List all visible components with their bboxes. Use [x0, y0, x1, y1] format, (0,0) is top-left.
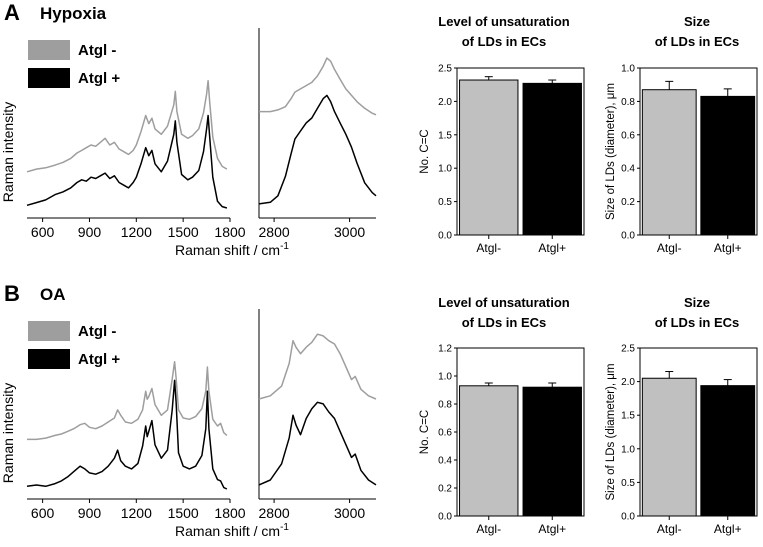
x-tick-label-fingerprint: 900	[78, 505, 102, 521]
x-tick-label-fingerprint: 900	[78, 224, 102, 240]
condition-title-B: OA	[40, 285, 66, 304]
x-tick-label-fingerprint: 600	[31, 505, 55, 521]
legend-swatch-atgl-minus	[28, 321, 70, 341]
bar-y-tick-label-unsaturation: 0.8	[438, 400, 452, 411]
x-tick-label-ch-region: 3000	[334, 224, 365, 240]
bar-title-unsaturation-line1: Level of unsaturation	[438, 295, 570, 310]
bar-y-tick-label-size: 0.6	[621, 130, 635, 141]
bar-category-label-unsaturation: Atgl-	[476, 522, 501, 536]
bar-title-unsaturation-line2: of LDs in ECs	[462, 34, 547, 49]
bar-ylabel-size: Size of LDs (diameter), μm	[605, 83, 617, 220]
bar-y-tick-label-unsaturation: 1.0	[438, 372, 452, 383]
bar-unsaturation-atgl-minus	[459, 79, 519, 236]
x-tick-label-fingerprint: 1800	[214, 505, 245, 521]
bar-ylabel-unsaturation: No. C=C	[419, 410, 431, 454]
bar-y-tick-label-size: 2.0	[621, 377, 635, 388]
x-tick-label-fingerprint: 1500	[168, 505, 199, 521]
bar-y-tick-label-size: 1.0	[621, 64, 635, 75]
legend-swatch-atgl-plus	[28, 68, 70, 88]
bar-category-label-unsaturation: Atgl-	[476, 241, 501, 255]
spectrum-fingerprint-atgl-minus	[26, 79, 228, 173]
bar-size-atgl-plus	[700, 95, 756, 236]
x-tick-label-fingerprint: 1200	[121, 224, 152, 240]
spectrum-ch-region-atgl-plus	[258, 94, 377, 205]
condition-title-A: Hypoxia	[40, 4, 107, 23]
xlabel-superscript: -1	[280, 522, 289, 533]
bar-y-tick-label-unsaturation: 0.0	[438, 512, 452, 523]
legend-label-atgl-plus: Atgl +	[78, 351, 120, 368]
xlabel-raman-shift: Raman shift / cm-1	[175, 241, 289, 258]
legend-label-atgl-minus: Atgl -	[78, 323, 116, 340]
panel-letter-B: B	[4, 281, 20, 306]
spectrum-ch-region-atgl-plus	[258, 401, 377, 486]
bar-y-tick-label-size: 0.0	[621, 231, 635, 242]
spectrum-fingerprint-atgl-plus	[26, 379, 228, 490]
spectrum-fingerprint-atgl-minus	[27, 360, 228, 441]
bar-y-tick-label-size: 1.5	[621, 411, 635, 422]
bar-size-atgl-minus	[641, 89, 697, 236]
bar-y-tick-label-size: 0.0	[621, 512, 635, 523]
bar-title-size-line1: Size	[684, 295, 710, 310]
bar-category-label-size: Atgl+	[714, 522, 742, 536]
bar-ylabel-size: Size of LDs (diameter), μm	[605, 364, 617, 501]
bar-y-tick-label-size: 0.5	[621, 478, 635, 489]
legend-swatch-atgl-minus	[28, 40, 70, 60]
x-tick-label-ch-region: 2800	[259, 505, 290, 521]
bar-frame-size	[639, 347, 758, 517]
spectrum-fingerprint-atgl-plus	[26, 114, 228, 209]
legend-swatch-atgl-plus	[28, 349, 70, 369]
bar-y-tick-label-size: 2.5	[621, 344, 635, 355]
x-tick-label-fingerprint: 600	[31, 224, 55, 240]
bar-size-atgl-plus	[700, 385, 756, 517]
bar-category-label-size: Atgl+	[714, 241, 742, 255]
legend-label-atgl-plus: Atgl +	[78, 70, 120, 87]
bar-y-tick-label-size: 0.4	[621, 164, 635, 175]
bar-frame-size	[639, 67, 758, 236]
bar-y-tick-label-unsaturation: 1.5	[438, 130, 452, 141]
bar-title-unsaturation-line2: of LDs in ECs	[462, 315, 547, 330]
bar-category-label-size: Atgl-	[657, 522, 682, 536]
bar-y-tick-label-size: 1.0	[621, 444, 635, 455]
bar-size-atgl-minus	[641, 377, 697, 517]
bar-ylabel-unsaturation: No. C=C	[419, 129, 431, 173]
spectrum-ch-region-atgl-minus	[259, 57, 377, 116]
bar-y-tick-label-unsaturation: 0.6	[438, 428, 452, 439]
panel-letter-A: A	[4, 0, 20, 25]
bar-unsaturation-atgl-plus	[522, 82, 582, 236]
ylabel-raman-intensity: Raman intensity	[0, 383, 16, 483]
x-tick-label-fingerprint: 1800	[214, 224, 245, 240]
bar-category-label-unsaturation: Atgl+	[538, 241, 566, 255]
bar-y-tick-label-size: 0.8	[621, 97, 635, 108]
bar-title-unsaturation-line1: Level of unsaturation	[438, 14, 570, 29]
xlabel-raman-shift: Raman shift / cm-1	[175, 522, 289, 539]
x-tick-label-ch-region: 2800	[259, 224, 290, 240]
bar-y-tick-label-unsaturation: 0.2	[438, 484, 452, 495]
x-tick-label-fingerprint: 1200	[121, 505, 152, 521]
bar-title-size-line2: of LDs in ECs	[655, 34, 740, 49]
x-tick-label-fingerprint: 1500	[168, 224, 199, 240]
xlabel-superscript: -1	[280, 241, 289, 252]
x-tick-label-ch-region: 3000	[334, 505, 365, 521]
bar-category-label-unsaturation: Atgl+	[538, 522, 566, 536]
bar-title-size-line2: of LDs in ECs	[655, 315, 740, 330]
bar-frame-unsaturation	[456, 67, 585, 236]
bar-y-tick-label-unsaturation: 2.5	[438, 64, 452, 75]
bar-title-size-line1: Size	[684, 14, 710, 29]
bar-y-tick-label-unsaturation: 0.5	[438, 197, 452, 208]
bar-y-tick-label-unsaturation: 0.0	[438, 231, 452, 242]
bar-y-tick-label-unsaturation: 1.0	[438, 164, 452, 175]
bar-category-label-size: Atgl-	[657, 241, 682, 255]
bar-y-tick-label-size: 0.2	[621, 197, 635, 208]
bar-y-tick-label-unsaturation: 2.0	[438, 97, 452, 108]
bar-y-tick-label-unsaturation: 0.4	[438, 456, 452, 467]
bar-unsaturation-atgl-minus	[459, 385, 519, 517]
ylabel-raman-intensity: Raman intensity	[0, 102, 16, 202]
legend-label-atgl-minus: Atgl -	[78, 42, 116, 59]
bar-unsaturation-atgl-plus	[522, 386, 582, 517]
bar-y-tick-label-unsaturation: 1.2	[438, 344, 452, 355]
spectrum-ch-region-atgl-minus	[258, 333, 377, 400]
